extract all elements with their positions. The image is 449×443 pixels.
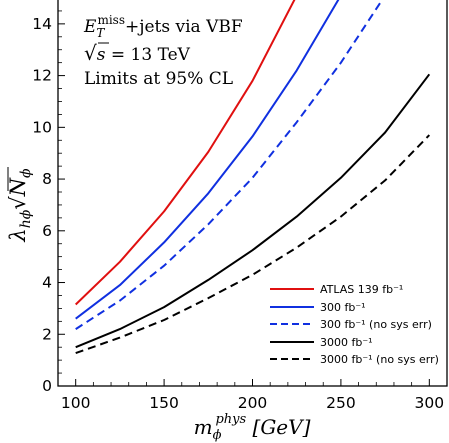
ylabel-root: √ — [6, 196, 30, 210]
x-tick-label: 250 — [326, 394, 356, 412]
svg-text:λhϕ√Nϕ: λhϕ√Nϕ — [6, 168, 34, 243]
y-tick-label: 6 — [42, 222, 52, 240]
y-tick-label: 14 — [32, 15, 52, 33]
xlabel-sup: phys — [215, 412, 246, 427]
xlabel-m: m — [194, 415, 213, 439]
series-line-2 — [75, 0, 384, 330]
ylabel-lambda: λ — [6, 228, 30, 242]
ylabel-n: N — [6, 177, 30, 197]
annotation-block: ETmiss+jets via VBF √s = 13 TeV Limits a… — [83, 13, 243, 89]
annotation-line1-rest: +jets via VBF — [125, 17, 243, 37]
x-tick-label: 300 — [415, 394, 445, 412]
ylabel-n-sub: ϕ — [18, 168, 34, 178]
annotation-s: s — [97, 45, 106, 65]
y-tick-label: 4 — [42, 274, 52, 292]
y-tick-label: 8 — [42, 170, 52, 188]
series-line-0 — [75, 0, 296, 306]
annotation-e-sup: miss — [97, 13, 125, 27]
y-tick-label: 2 — [42, 325, 52, 343]
legend-label-300-nosys: 300 fb⁻¹ (no sys err) — [320, 318, 432, 331]
legend-label-3000-nosys: 3000 fb⁻¹ (no sys err) — [320, 353, 439, 366]
series-line-3 — [75, 73, 431, 349]
y-tick-label: 12 — [32, 67, 52, 85]
y-axis-label: λhϕ√Nϕ — [6, 167, 34, 243]
series-line-1 — [75, 0, 340, 320]
svg-text:√s = 13 TeV: √s = 13 TeV — [84, 41, 191, 65]
annotation-e: E — [83, 17, 97, 37]
annotation-cl: Limits at 95% CL — [84, 69, 233, 89]
ylabel-sub: hϕ — [18, 209, 34, 228]
x-tick-label: 100 — [61, 394, 91, 412]
annotation-e-sub: T — [96, 26, 105, 40]
x-axis-label: mϕphys [GeV] — [194, 412, 311, 443]
annotation-sqrt: √ — [84, 41, 97, 65]
legend: ATLAS 139 fb⁻¹ 300 fb⁻¹ 300 fb⁻¹ (no sys… — [270, 283, 439, 366]
legend-label-300: 300 fb⁻¹ — [320, 301, 366, 314]
svg-text:ETmiss+jets via VBF: ETmiss+jets via VBF — [83, 13, 243, 40]
legend-label-3000: 3000 fb⁻¹ — [320, 336, 373, 349]
y-tick-label: 0 — [42, 377, 52, 395]
xlabel-sub: ϕ — [213, 428, 222, 443]
legend-label-atlas: ATLAS 139 fb⁻¹ — [320, 283, 403, 296]
y-tick-label: 10 — [32, 118, 52, 136]
xlabel-unit: [GeV] — [246, 415, 310, 439]
annotation-energy: = 13 TeV — [105, 45, 190, 65]
x-tick-label: 150 — [149, 394, 179, 412]
x-tick-label: 200 — [238, 394, 268, 412]
